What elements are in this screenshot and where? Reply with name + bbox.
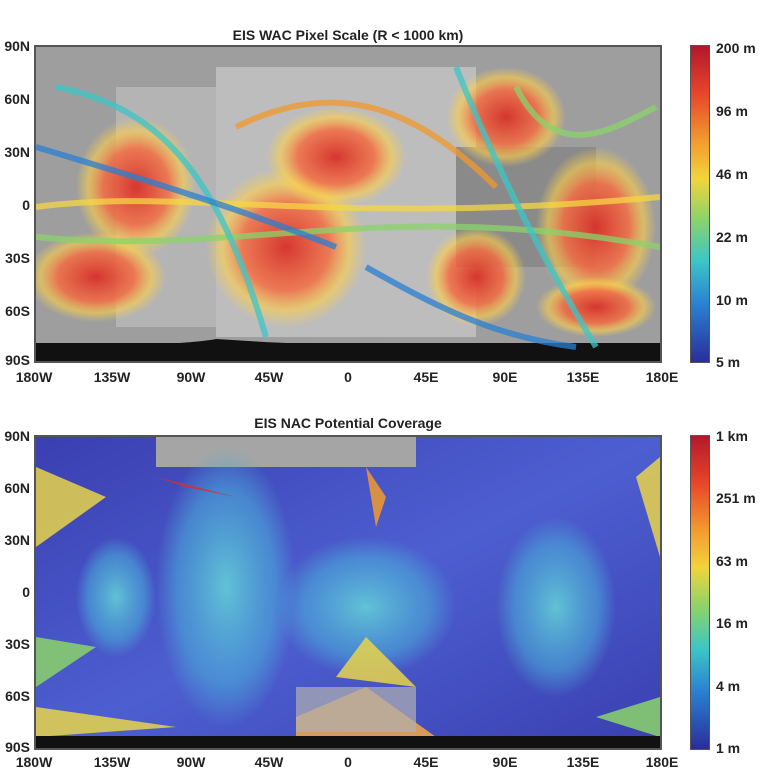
swath-lines — [36, 65, 660, 350]
lat-label: 90N — [4, 428, 30, 444]
coverage-region — [266, 107, 406, 207]
coverage-region — [76, 117, 196, 257]
lat-label: 0 — [22, 197, 30, 213]
colorbar-label: 4 m — [716, 678, 741, 694]
lon-label: 45W — [254, 369, 284, 385]
gray-region — [296, 687, 416, 732]
wac-coverage-map — [34, 45, 662, 363]
lat-label: 90S — [5, 739, 30, 755]
lat-label: 0 — [22, 584, 30, 600]
lon-label: 45W — [254, 754, 284, 770]
lon-label: 0 — [344, 369, 352, 385]
lat-label: 30S — [5, 636, 30, 652]
colorbar-label: 1 km — [716, 428, 748, 444]
lon-label: 45E — [413, 369, 439, 385]
lat-label: 30N — [4, 144, 30, 160]
coverage-region — [536, 147, 656, 307]
lat-label: 30S — [5, 250, 30, 266]
coverage-region — [36, 232, 166, 322]
lon-label: 135W — [93, 369, 131, 385]
polar-shadow-edge — [36, 339, 660, 361]
coverage-region — [496, 517, 616, 697]
colorbar-label: 1 m — [716, 740, 741, 756]
colorbar-label: 16 m — [716, 615, 748, 631]
coverage-region — [76, 537, 156, 657]
wac-pixel-scale-panel: EIS WAC Pixel Scale (R < 1000 km) — [4, 27, 756, 385]
colorbar-label: 46 m — [716, 166, 748, 182]
lon-label: 180E — [645, 754, 679, 770]
polar-shadow — [36, 736, 660, 748]
panel-title: EIS NAC Potential Coverage — [254, 415, 442, 431]
lat-label: 30N — [4, 532, 30, 548]
lat-label: 90S — [5, 352, 30, 368]
colorbar-label: 22 m — [716, 229, 748, 245]
lon-label: 180W — [15, 369, 53, 385]
colorbar — [690, 45, 710, 363]
colorbar-label: 5 m — [716, 354, 741, 370]
lon-label: 90E — [492, 369, 518, 385]
lon-label: 90W — [176, 754, 206, 770]
colorbar-label: 10 m — [716, 292, 748, 308]
coverage-region — [426, 227, 526, 327]
map-svg — [36, 437, 660, 748]
colorbar — [690, 435, 710, 750]
panel-title: EIS WAC Pixel Scale (R < 1000 km) — [232, 27, 464, 43]
nac-coverage-panel: EIS NAC Potential Coverage — [0, 385, 768, 773]
lon-label: 135W — [93, 754, 131, 770]
colorbar-label: 96 m — [716, 103, 748, 119]
lon-label: 0 — [344, 754, 352, 770]
coverage-region — [276, 537, 456, 677]
lat-label: 60S — [5, 688, 30, 704]
lon-label: 180E — [645, 369, 679, 385]
coverage-region — [156, 447, 296, 727]
lat-label: 90N — [4, 38, 30, 54]
nac-coverage-map — [34, 435, 662, 750]
lon-label: 45E — [413, 754, 439, 770]
lat-label: 60N — [4, 480, 30, 496]
colorbar-label: 63 m — [716, 553, 748, 569]
lat-label: 60S — [5, 303, 30, 319]
lon-label: 135E — [566, 754, 600, 770]
lon-label: 180W — [15, 754, 53, 770]
lat-label: 60N — [4, 91, 30, 107]
colorbar-label: 200 m — [716, 40, 756, 56]
coverage-region — [536, 277, 656, 337]
lon-label: 90E — [492, 754, 518, 770]
coverage-region — [446, 67, 566, 167]
lon-label: 90W — [176, 369, 206, 385]
lon-label: 135E — [566, 369, 600, 385]
map-svg — [36, 47, 660, 361]
colorbar-label: 251 m — [716, 490, 756, 506]
